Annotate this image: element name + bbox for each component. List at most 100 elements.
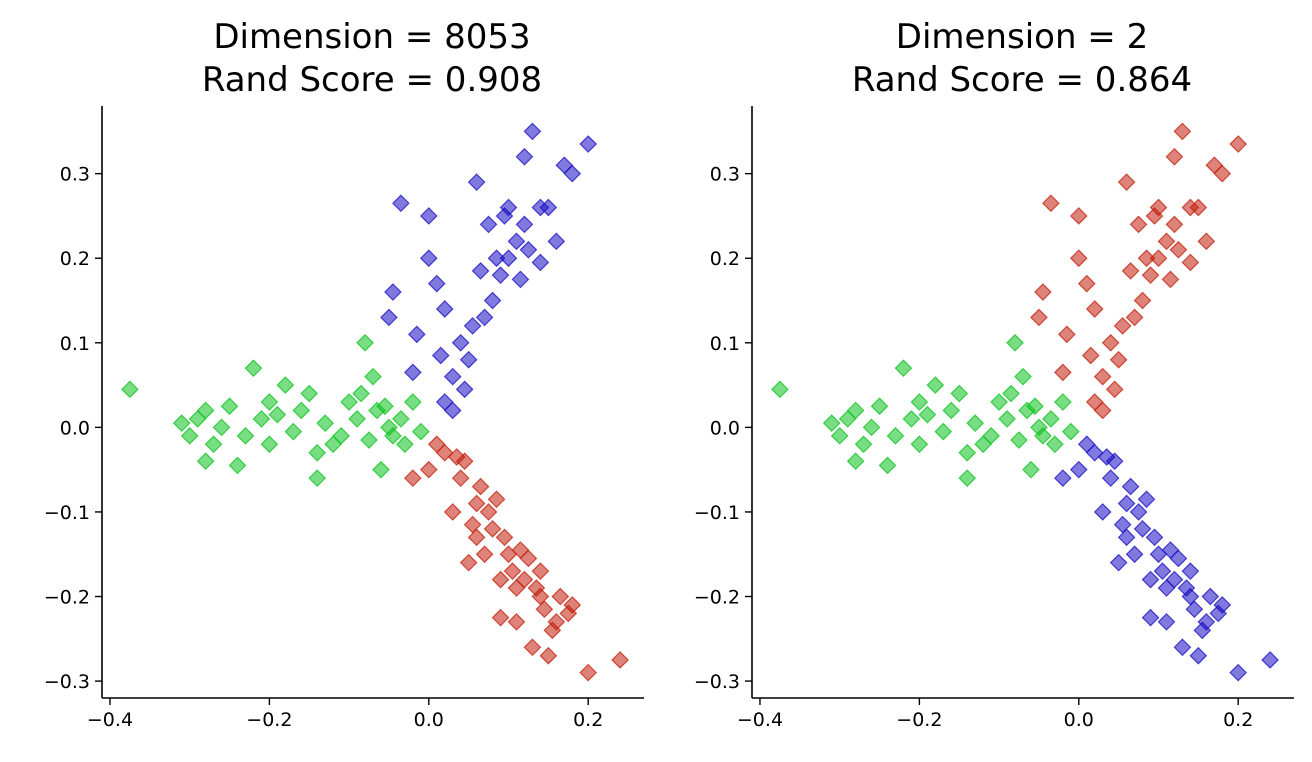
- scatter-point-right-s0-p39: [1169, 240, 1188, 259]
- scatter-point-right-s0-p9: [1205, 156, 1224, 175]
- scatter-point-left-s1-p20: [212, 418, 231, 437]
- scatter-point-left-s2-p16: [443, 503, 462, 521]
- scatter-point-right-s0-p14: [1030, 308, 1048, 327]
- scatter-point-left-s2-p13: [491, 608, 510, 627]
- scatter-point-right-s2-p19: [1125, 545, 1144, 564]
- scatter-point-right-s1-p33: [1061, 422, 1080, 441]
- scatter-point-right-s2-p29: [1129, 503, 1148, 521]
- scatter-point-right-s1-p15: [1054, 393, 1072, 411]
- scatter-point-left-s0-p33: [479, 215, 498, 234]
- scatter-point-left-s1-p21: [236, 426, 255, 445]
- scatter-point-right-s1-p28: [998, 410, 1016, 428]
- scatter-point-left-s2-p35: [551, 587, 570, 606]
- scatter-point-left-s0-p30: [407, 325, 426, 344]
- scatter-point-right-s0-p25: [1189, 198, 1208, 217]
- scatter-point-left-s1-p18: [308, 469, 327, 487]
- scatter-point-left-s2-p34: [543, 621, 562, 640]
- scatter-point-right-s1-p34: [838, 410, 857, 428]
- scatter-point-left-s2-p12: [539, 646, 558, 665]
- chart-title-line2-left: Rand Score = 0.908: [202, 60, 542, 100]
- y-tick-label-right-0: −0.3: [694, 671, 740, 693]
- scatter-point-right-s0-p1: [1133, 291, 1152, 310]
- scatter-point-right-s2-p18: [1054, 469, 1072, 487]
- scatter-point-left-s2-p11: [523, 638, 542, 657]
- scatter-point-right-s0-p23: [1137, 249, 1156, 268]
- scatter-point-left-s0-p9: [555, 156, 574, 175]
- scatter-point-right-s2-p37: [1157, 579, 1176, 597]
- scatter-point-right-s2-p1: [1101, 469, 1120, 487]
- scatter-point-left-s1-p35: [204, 435, 223, 454]
- scatter-point-left-s2-p24: [471, 477, 490, 496]
- scatter-point-right-s1-p35: [854, 435, 873, 454]
- scatter-point-right-s2-p23: [1137, 490, 1156, 509]
- x-tick-label-left-2: 0.0: [414, 709, 444, 731]
- scatter-point-left-s2-p31: [511, 541, 530, 559]
- y-tick-label-right-1: −0.2: [694, 587, 740, 609]
- scatter-point-left-s0-p28: [427, 274, 446, 293]
- scatter-point-right-s2-p13: [1141, 608, 1160, 627]
- scatter-point-right-s2-p14: [1157, 613, 1176, 631]
- scatter-point-left-s1-p4: [220, 397, 239, 416]
- scatter-point-right-s1-p21: [886, 426, 905, 445]
- scatter-point-left-s1-p27: [332, 426, 350, 445]
- scatter-point-left-s2-p20: [491, 570, 510, 589]
- scatter-point-left-s0-p15: [404, 363, 422, 382]
- scatter-point-left-s0-p12: [419, 207, 438, 225]
- scatter-point-left-s1-p6: [260, 435, 279, 454]
- scatter-point-right-s0-p31: [1093, 401, 1112, 420]
- scatter-point-left-s0-p25: [539, 198, 558, 217]
- x-tick-label-right-3: 0.2: [1223, 709, 1253, 731]
- scatter-point-left-s2-p37: [507, 579, 526, 597]
- scatter-point-left-s1-p17: [228, 456, 247, 475]
- scatter-point-right-s1-p11: [1006, 333, 1024, 352]
- scatter-point-right-s1-p36: [910, 393, 929, 411]
- scatter-point-left-s0-p23: [487, 249, 506, 268]
- scatter-point-right-s0-p35: [1161, 270, 1180, 289]
- scatter-point-left-s2-p33: [535, 600, 554, 619]
- y-tick-label-left-3: 0.0: [60, 417, 90, 439]
- scatter-point-left-s2-p36: [559, 604, 578, 623]
- y-tick-label-right-2: −0.1: [694, 502, 740, 524]
- scatter-point-left-s2-p32: [527, 579, 546, 597]
- scatter-point-right-s1-p27: [982, 426, 1000, 445]
- scatter-point-left-s1-p24: [284, 422, 303, 441]
- scatter-point-left-s2-p10: [611, 651, 629, 669]
- scatter-point-left-s1-p1: [172, 414, 191, 432]
- scatter-point-left-s2-p19: [475, 545, 494, 564]
- x-tick-label-left-3: 0.2: [573, 709, 603, 731]
- scatter-point-left-s2-p26: [427, 435, 446, 454]
- scatter-point-right-s2-p11: [1173, 638, 1192, 657]
- scatter-point-left-s0-p2: [499, 249, 518, 268]
- scatter-point-left-s2-p29: [479, 503, 498, 521]
- scatter-point-right-s1-p1: [822, 414, 841, 432]
- scatter-point-left-s1-p39: [376, 397, 394, 416]
- scatter-point-left-s1-p16: [196, 452, 215, 471]
- scatter-point-left-s1-p33: [411, 422, 430, 441]
- scatter-point-right-s1-p38: [1002, 384, 1020, 403]
- plot-area-right: −0.4 −0.2 0.0 0.2 −0.3 −0.2 −0.1 0.0 0.1 0.2 0.3: [694, 106, 1294, 731]
- scatter-point-left-s2-p38: [531, 562, 550, 580]
- scatter-point-right-s0-p30: [1057, 325, 1076, 344]
- scatter-point-left-s0-p8: [515, 147, 534, 166]
- scatter-point-right-s2-p32: [1177, 579, 1196, 597]
- x-tick-label-right-0: −0.4: [737, 709, 783, 731]
- scatter-point-left-s0-p17: [451, 333, 470, 352]
- scatter-point-right-s0-p2: [1149, 249, 1168, 268]
- scatter-point-right-s2-p21: [1153, 562, 1172, 580]
- scatter-point-right-s2-p33: [1185, 600, 1204, 619]
- scatter-point-right-s2-p35: [1201, 587, 1220, 606]
- scatter-point-right-s1-p32: [1042, 410, 1060, 428]
- plot-area-left: −0.4 −0.2 0.0 0.2 −0.3 −0.2 −0.1 0.0 0.1 0.2 0.3: [44, 106, 644, 731]
- scatter-point-left-s0-p37: [455, 380, 474, 399]
- scatter-point-left-s2-p3: [483, 520, 502, 538]
- y-tick-label-right-6: 0.3: [710, 164, 740, 186]
- scatter-point-right-s0-p27: [1069, 249, 1088, 268]
- scatter-point-right-s1-p14: [1046, 435, 1064, 454]
- scatter-point-right-s0-p28: [1077, 274, 1096, 293]
- scatter-point-right-s1-p24: [934, 422, 953, 441]
- scatter-point-left-s2-p1: [451, 469, 470, 487]
- y-tick-label-left-5: 0.2: [60, 248, 90, 270]
- y-tick-label-left-4: 0.1: [60, 333, 90, 355]
- scatter-point-left-s0-p0: [459, 350, 478, 369]
- scatter-point-left-s0-p1: [483, 291, 502, 310]
